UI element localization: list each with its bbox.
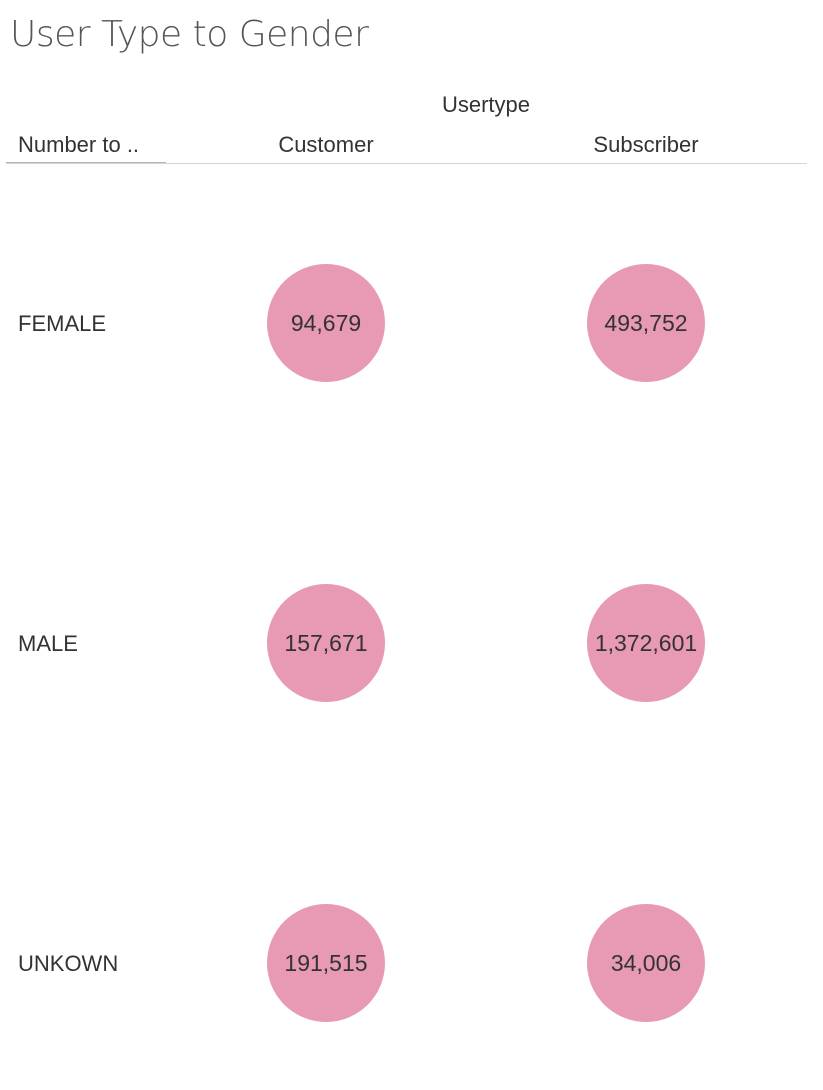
- bubble-male-subscriber[interactable]: 1,372,601: [587, 584, 705, 702]
- bubble-value: 157,671: [284, 629, 368, 656]
- bubble-value: 1,372,601: [594, 629, 698, 656]
- bubble-value: 493,752: [604, 309, 688, 336]
- row-label-female[interactable]: FEMALE: [18, 311, 107, 336]
- column-header-customer[interactable]: Customer: [278, 132, 374, 157]
- row-header-label[interactable]: Number to ..: [18, 132, 140, 157]
- bubble-value: 191,515: [284, 949, 368, 976]
- bubble-unkown-customer[interactable]: 191,515: [267, 904, 385, 1022]
- row-header-divider: [6, 162, 166, 163]
- bubble-female-subscriber[interactable]: 493,752: [587, 264, 705, 382]
- row-label-unkown[interactable]: UNKOWN: [18, 951, 119, 976]
- bubble-female-customer[interactable]: 94,679: [267, 264, 385, 382]
- bubble-value: 94,679: [290, 309, 362, 336]
- column-group-label: Usertype: [441, 92, 531, 117]
- header-divider: [6, 163, 807, 164]
- bubble-unkown-subscriber[interactable]: 34,006: [587, 904, 705, 1022]
- bubble-value: 34,006: [610, 949, 682, 976]
- chart-title: User Type to Gender: [10, 14, 369, 55]
- row-label-male[interactable]: MALE: [18, 631, 78, 656]
- bubble-male-customer[interactable]: 157,671: [267, 584, 385, 702]
- column-header-subscriber[interactable]: Subscriber: [593, 132, 699, 157]
